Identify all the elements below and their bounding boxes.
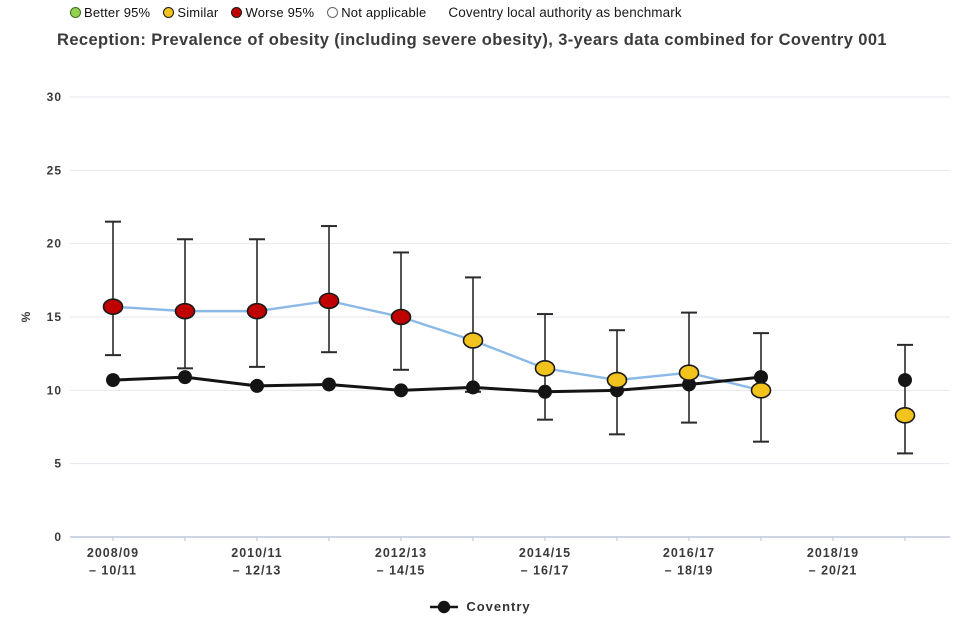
benchmark-note: Coventry local authority as benchmark xyxy=(448,5,682,20)
page-title: Reception: Prevalence of obesity (includ… xyxy=(57,31,888,49)
data-point-worse[interactable] xyxy=(246,302,268,320)
coventry-series-icon xyxy=(430,600,459,613)
legend-item-label: Not applicable xyxy=(341,5,427,20)
similar-status-icon xyxy=(163,7,175,18)
data-point-worse[interactable] xyxy=(174,302,196,320)
legend-item-worse: Worse 95% xyxy=(231,5,314,20)
x-tick-label: 2018/19– 20/21 xyxy=(807,546,859,578)
series-legend-label: Coventry xyxy=(466,599,531,614)
x-tick-label: 2008/09– 10/11 xyxy=(87,546,139,578)
data-point-similar[interactable] xyxy=(462,332,484,349)
not-applicable-status-icon xyxy=(327,7,339,18)
y-tick-label: 25 xyxy=(47,163,62,177)
x-tick-label: 2016/17– 18/19 xyxy=(663,546,715,578)
x-tick-label: 2014/15– 16/17 xyxy=(519,546,571,578)
x-tick-label: 2012/13– 14/15 xyxy=(375,546,427,578)
benchmark-point[interactable] xyxy=(178,370,192,385)
data-point-worse[interactable] xyxy=(318,292,340,310)
data-point-similar[interactable] xyxy=(678,364,700,382)
significance-legend: Better 95% Similar Worse 95% Not applica… xyxy=(70,5,682,20)
y-tick-label: 20 xyxy=(47,237,62,251)
y-axis-label: % xyxy=(19,311,33,322)
data-point-similar[interactable] xyxy=(894,406,916,424)
benchmark-point[interactable] xyxy=(538,384,552,399)
data-point-worse[interactable] xyxy=(390,308,412,326)
benchmark-line xyxy=(112,375,762,394)
y-tick-label: 30 xyxy=(47,90,62,104)
worse-status-icon xyxy=(231,7,243,18)
data-point-similar[interactable] xyxy=(534,360,556,377)
series-legend: Coventry xyxy=(0,599,960,614)
benchmark-point[interactable] xyxy=(754,370,768,385)
y-tick-label: 0 xyxy=(54,530,62,544)
better-status-icon xyxy=(70,7,81,18)
y-tick-label: 15 xyxy=(47,310,62,324)
legend-item-label: Worse 95% xyxy=(245,5,315,20)
y-tick-label: 5 xyxy=(54,457,62,471)
benchmark-point[interactable] xyxy=(106,373,120,388)
data-point-worse[interactable] xyxy=(102,298,124,316)
x-tick-label: 2010/11– 12/13 xyxy=(231,546,283,578)
legend-item-not-applicable: Not applicable xyxy=(327,5,426,20)
benchmark-point[interactable] xyxy=(898,373,912,388)
legend-item-label: Better 95% xyxy=(84,5,151,20)
benchmark-point[interactable] xyxy=(322,377,336,392)
benchmark-point[interactable] xyxy=(250,378,264,393)
legend-item-label: Similar xyxy=(177,5,219,20)
benchmark-point[interactable] xyxy=(682,377,696,392)
legend-item-similar: Similar xyxy=(163,5,218,20)
data-point-similar[interactable] xyxy=(750,382,772,399)
y-tick-label: 10 xyxy=(47,383,62,397)
benchmark-point[interactable] xyxy=(394,383,408,398)
data-point-similar[interactable] xyxy=(606,371,628,389)
legend-item-better: Better 95% xyxy=(70,5,150,20)
area-trend-line xyxy=(112,299,762,392)
benchmark-point[interactable] xyxy=(466,380,480,395)
